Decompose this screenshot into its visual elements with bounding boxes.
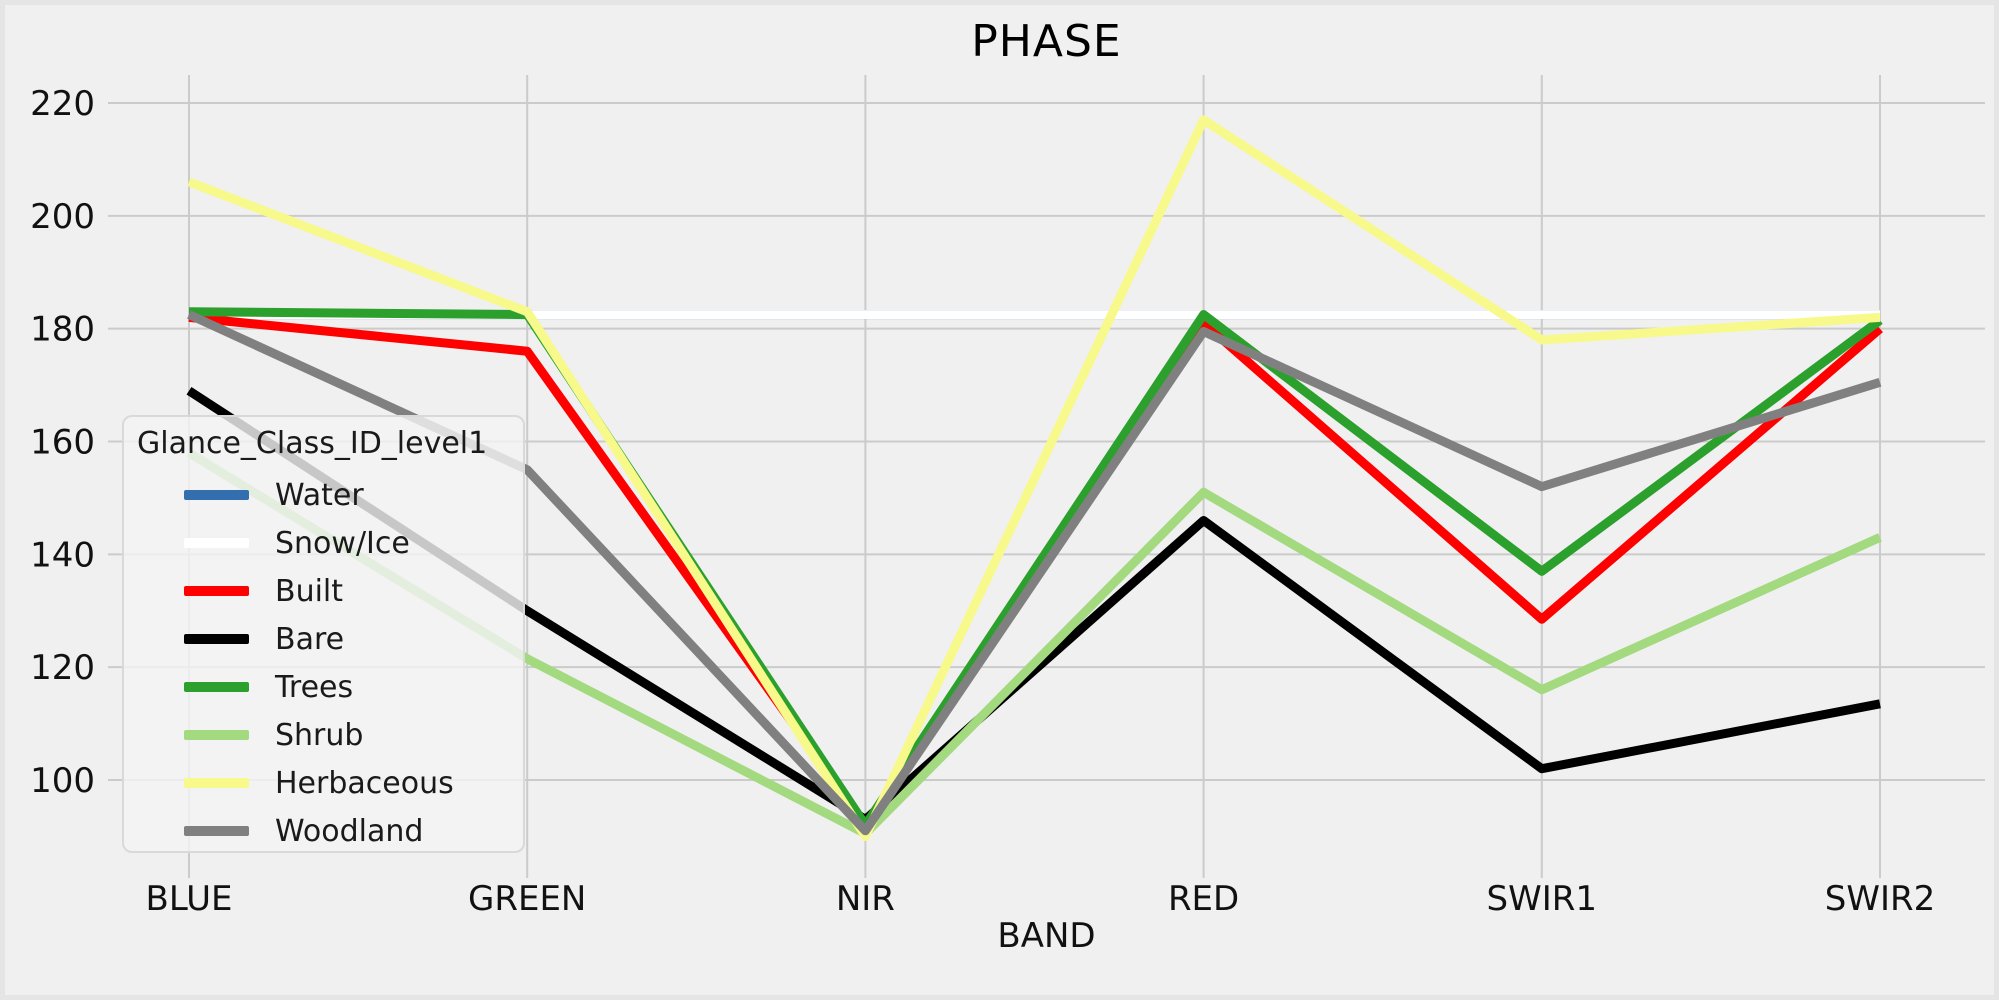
legend-label: Built (275, 573, 344, 609)
legend-swatch-icon (184, 826, 249, 836)
legend-item-water: Water (124, 471, 523, 519)
legend-swatch-icon (184, 586, 249, 596)
chart-title: PHASE (971, 16, 1122, 67)
x-tick-label-GREEN: GREEN (468, 879, 586, 919)
x-tick-label-BLUE: BLUE (146, 879, 233, 919)
legend-item-bare: Bare (124, 615, 523, 663)
legend-item-snow-ice: Snow/Ice (124, 519, 523, 567)
y-tick-label-100: 100 (30, 761, 95, 801)
x-tick-label-NIR: NIR (836, 879, 895, 919)
x-axis-label: BAND (997, 916, 1096, 956)
legend-title: Glance_Class_ID_level1 (137, 426, 488, 461)
series-line-herbaceous (187, 115, 1881, 841)
y-tick-label-220: 220 (30, 84, 95, 124)
x-tick-label-RED: RED (1168, 879, 1239, 919)
legend-label: Woodland (275, 813, 424, 849)
legend-label: Snow/Ice (275, 525, 410, 561)
legend-item-woodland: Woodland (124, 807, 523, 855)
legend-item-herbaceous: Herbaceous (124, 759, 523, 807)
legend-item-trees: Trees (124, 663, 523, 711)
legend: Glance_Class_ID_level1 Water Snow/Ice Buil… (122, 415, 525, 853)
legend-swatch-icon (184, 538, 249, 548)
legend-swatch-icon (184, 490, 249, 500)
legend-label: Bare (275, 621, 345, 657)
legend-label: Herbaceous (275, 765, 454, 801)
y-tick-label-180: 180 (30, 310, 95, 350)
x-tick-label-SWIR1: SWIR1 (1487, 879, 1597, 919)
y-tick-label-140: 140 (30, 535, 95, 575)
legend-label: Trees (275, 669, 354, 705)
x-tick-label-SWIR2: SWIR2 (1825, 879, 1935, 919)
legend-swatch-icon (184, 634, 249, 644)
legend-item-built: Built (124, 567, 523, 615)
legend-items: Water Snow/Ice Built Bare Trees Shrub Herbaceo… (124, 471, 523, 855)
legend-label: Shrub (275, 717, 364, 753)
legend-label: Water (275, 477, 364, 513)
y-tick-label-200: 200 (30, 197, 95, 237)
legend-swatch-icon (184, 778, 249, 788)
legend-swatch-icon (184, 682, 249, 692)
series-line-trees (188, 307, 1883, 830)
legend-item-shrub: Shrub (124, 711, 523, 759)
y-tick-label-160: 160 (30, 423, 95, 463)
legend-swatch-icon (184, 730, 249, 740)
y-tick-label-120: 120 (30, 648, 95, 688)
